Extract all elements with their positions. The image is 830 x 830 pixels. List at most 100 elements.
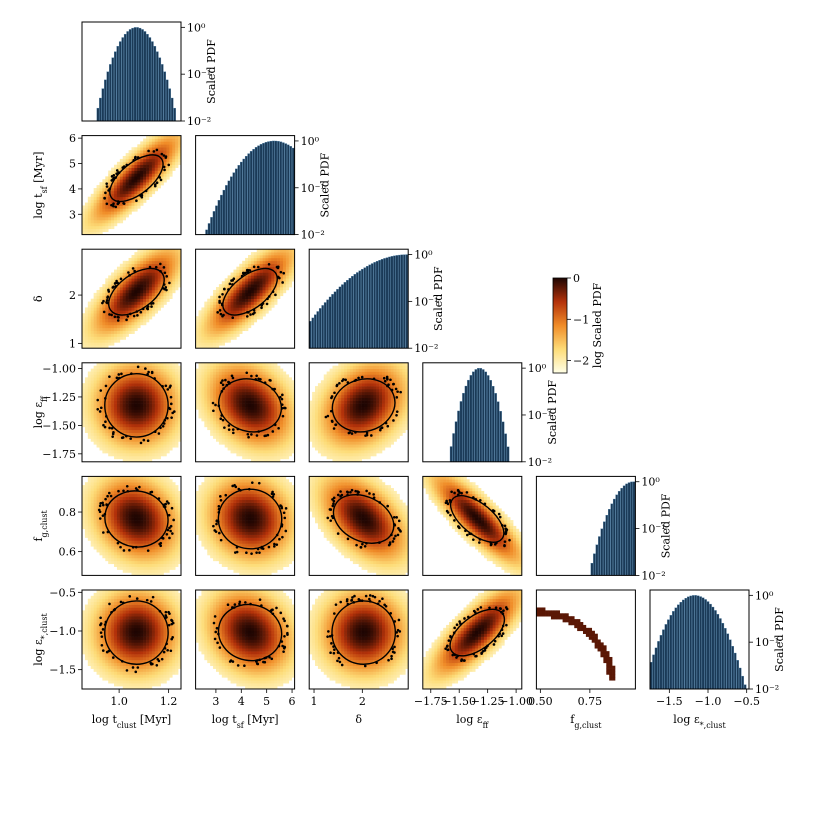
- density-cell: [90, 409, 94, 413]
- density-cell: [317, 412, 322, 416]
- density-cell: [99, 316, 103, 320]
- density-cell: [347, 365, 351, 369]
- density-cell: [102, 220, 106, 224]
- density-cell: [163, 368, 167, 372]
- density-cell: [151, 421, 156, 425]
- density-cell: [128, 196, 132, 200]
- density-cell: [151, 313, 156, 317]
- density-cell: [242, 263, 246, 267]
- density-cell: [114, 368, 118, 372]
- density-cell: [163, 453, 167, 457]
- density-cell: [210, 421, 214, 425]
- density-cell: [341, 447, 345, 451]
- density-cell: [82, 330, 86, 334]
- density-cell: [236, 269, 240, 273]
- density-cell: [122, 167, 126, 171]
- density-cell: [99, 231, 103, 235]
- density-panel-delta-vs-log_tsf: [195, 248, 296, 349]
- density-cell: [207, 380, 211, 384]
- density-cell: [317, 389, 322, 393]
- density-cell: [201, 418, 205, 422]
- density-cell: [160, 429, 164, 433]
- density-cell: [262, 455, 266, 460]
- density-cell: [169, 141, 173, 145]
- density-cell: [271, 260, 275, 265]
- density-cell: [169, 409, 173, 413]
- hist-ytick-label: 10⁻²: [414, 342, 438, 355]
- density-cell: [259, 426, 263, 431]
- density-cell: [265, 272, 269, 276]
- hist-bar: [143, 31, 147, 122]
- density-cell: [96, 386, 100, 390]
- density-cell: [140, 249, 144, 253]
- density-cell: [125, 453, 129, 457]
- hist-bar: [277, 141, 280, 235]
- density-cell: [122, 319, 126, 323]
- density-cell: [349, 371, 354, 375]
- density-cell: [134, 432, 138, 436]
- density-cell: [102, 188, 106, 192]
- density-cell: [227, 304, 231, 308]
- density-cell: [128, 289, 132, 294]
- outlier-point: [284, 406, 287, 410]
- density-cell: [172, 289, 176, 294]
- density-cell: [250, 292, 255, 297]
- density-cell: [93, 319, 97, 323]
- density-cell: [148, 406, 153, 410]
- density-cell: [338, 368, 342, 372]
- density-cell: [93, 304, 97, 308]
- hist-bar: [153, 46, 157, 122]
- density-cell: [265, 421, 269, 425]
- density-cell: [347, 438, 351, 442]
- density-cell: [128, 190, 132, 195]
- density-cell: [285, 284, 290, 288]
- density-cell: [274, 397, 278, 401]
- density-cell: [271, 284, 275, 288]
- density-cell: [259, 441, 263, 445]
- density-cell: [195, 391, 199, 396]
- density-cell: [111, 199, 115, 203]
- density-cell: [250, 383, 255, 387]
- density-cell: [256, 257, 260, 262]
- density-cell: [349, 368, 354, 372]
- density-cell: [82, 389, 86, 393]
- density-cell: [134, 316, 138, 320]
- density-cell: [338, 400, 342, 404]
- density-cell: [262, 289, 266, 294]
- density-cell: [178, 275, 182, 279]
- density-cell: [250, 260, 255, 265]
- density-cell: [119, 196, 124, 200]
- density-cell: [169, 362, 173, 367]
- density-cell: [148, 316, 153, 320]
- density-cell: [355, 421, 359, 425]
- density-cell: [128, 188, 132, 192]
- density-cell: [335, 406, 339, 410]
- density-cell: [137, 380, 141, 384]
- density-cell: [157, 386, 161, 390]
- density-cell: [105, 345, 109, 349]
- density-cell: [108, 211, 112, 215]
- density-cell: [268, 368, 272, 372]
- density-cell: [248, 295, 252, 299]
- density-cell: [125, 266, 129, 270]
- density-cell: [172, 444, 176, 448]
- density-cell: [248, 263, 252, 267]
- density-cell: [148, 292, 153, 297]
- density-cell: [262, 400, 266, 404]
- density-cell: [271, 432, 275, 436]
- density-cell: [140, 304, 144, 308]
- density-cell: [122, 284, 126, 288]
- density-cell: [111, 225, 115, 230]
- density-cell: [280, 284, 284, 288]
- density-cell: [265, 371, 269, 375]
- density-cell: [108, 377, 112, 381]
- density-cell: [277, 295, 281, 299]
- density-cell: [172, 252, 176, 256]
- density-cell: [175, 403, 179, 407]
- density-cell: [204, 345, 208, 349]
- density-cell: [277, 252, 281, 256]
- density-cell: [236, 289, 240, 294]
- density-cell: [259, 386, 263, 390]
- density-cell: [329, 438, 333, 442]
- density-cell: [198, 330, 202, 334]
